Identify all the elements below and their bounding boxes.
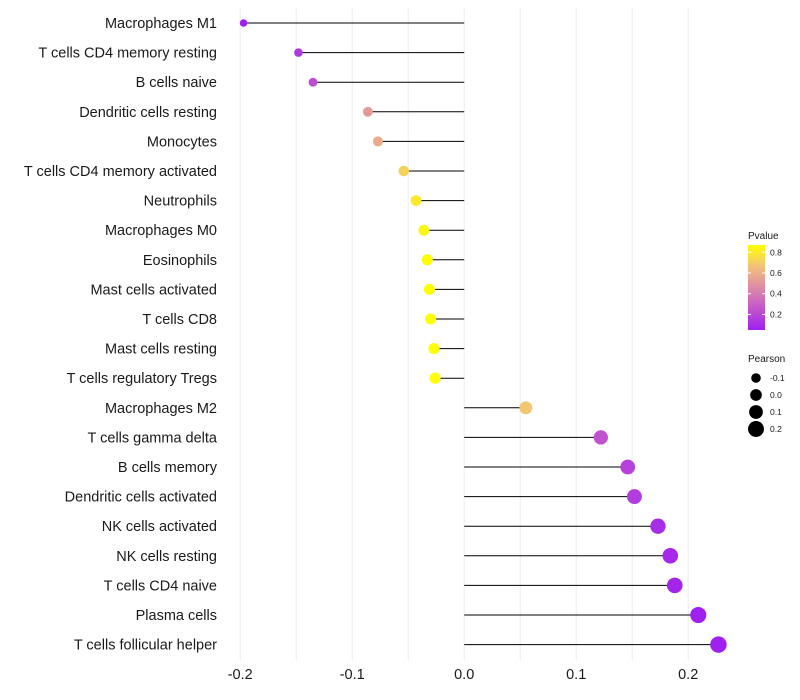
- pearson-legend: Pearson -0.1 0.0 0.1 0.2: [748, 354, 785, 437]
- lollipop-point: [593, 430, 608, 445]
- category-label: Macrophages M0: [105, 223, 217, 239]
- lollipop-point: [308, 77, 318, 87]
- lollipop-point: [294, 48, 303, 57]
- category-label: T cells regulatory Tregs: [67, 371, 217, 387]
- lollipop-point: [410, 195, 422, 206]
- category-label: T cells gamma delta: [88, 430, 218, 446]
- x-tick-label: 0.1: [566, 667, 586, 683]
- category-label: T cells CD8: [142, 312, 217, 328]
- x-tick-label: 0.2: [678, 667, 698, 683]
- category-label: Plasma cells: [136, 608, 217, 624]
- lollipop-point: [423, 283, 436, 295]
- pvalue-legend: Pvalue 0.8 0.6 0.4 0.2: [748, 231, 782, 330]
- category-label: NK cells resting: [116, 549, 217, 565]
- lollipop-point: [418, 224, 430, 236]
- lollipop-point: [650, 518, 666, 534]
- colorbar-tick-label: 0.8: [770, 247, 782, 257]
- colorbar-tick-label: 0.2: [770, 309, 782, 319]
- category-label: Eosinophils: [143, 253, 217, 269]
- x-axis-tick-labels: -0.2 -0.1 0.0 0.1 0.2: [228, 667, 699, 683]
- x-tick-label: -0.2: [228, 667, 253, 683]
- lollipop-point: [428, 343, 440, 355]
- lollipop-point: [429, 372, 441, 384]
- category-label: Monocytes: [147, 134, 217, 150]
- category-label: Mast cells activated: [90, 282, 217, 298]
- category-label: Macrophages M2: [105, 401, 217, 417]
- category-label: T cells CD4 memory activated: [24, 164, 217, 180]
- lollipop-point: [372, 136, 384, 147]
- size-legend-label: 0.0: [770, 390, 782, 400]
- size-legend-label: 0.1: [770, 407, 782, 417]
- lollipop-points: [239, 19, 727, 653]
- colorbar-tick-label: 0.4: [770, 289, 782, 299]
- category-label: B cells naive: [136, 75, 217, 91]
- category-label: T cells follicular helper: [74, 638, 217, 654]
- lollipop-point: [666, 577, 683, 594]
- size-legend-key: [749, 405, 763, 419]
- category-label: Macrophages M1: [105, 16, 217, 32]
- category-label: Mast cells resting: [105, 342, 217, 358]
- size-legend-key: [748, 421, 764, 437]
- size-legend-key: [750, 389, 762, 401]
- category-label: Dendritic cells resting: [79, 105, 217, 121]
- lollipop-point: [398, 165, 410, 177]
- pvalue-legend-title: Pvalue: [748, 231, 779, 242]
- x-tick-label: 0.0: [454, 667, 474, 683]
- size-legend-label: -0.1: [770, 373, 785, 383]
- category-label: B cells memory: [118, 460, 218, 476]
- size-legend-label: 0.2: [770, 424, 782, 434]
- pvalue-colorbar: [748, 245, 765, 330]
- lollipop-point: [425, 313, 437, 325]
- category-label: T cells CD4 memory resting: [38, 46, 217, 62]
- category-labels: Macrophages M1 T cells CD4 memory resting…: [24, 16, 218, 654]
- category-label: NK cells activated: [102, 519, 217, 535]
- pearson-legend-title: Pearson: [748, 354, 785, 365]
- lollipop-stems: [243, 22, 719, 646]
- lollipop-point: [626, 489, 642, 505]
- category-label: Dendritic cells activated: [65, 490, 217, 506]
- lollipop-point: [690, 606, 707, 624]
- colorbar-tick-label: 0.6: [770, 268, 782, 278]
- lollipop-point: [239, 19, 248, 27]
- category-label: T cells CD4 naive: [104, 578, 217, 594]
- lollipop-point: [662, 548, 679, 564]
- lollipop-point: [710, 636, 727, 653]
- lollipop-point: [620, 459, 636, 475]
- size-legend-key: [751, 373, 761, 383]
- x-tick-label: -0.1: [340, 667, 365, 683]
- lollipop-point: [519, 401, 533, 415]
- lollipop-point: [421, 254, 433, 266]
- lollipop-point: [362, 106, 373, 117]
- grid-lines: [239, 8, 689, 660]
- category-label: Neutrophils: [144, 194, 217, 210]
